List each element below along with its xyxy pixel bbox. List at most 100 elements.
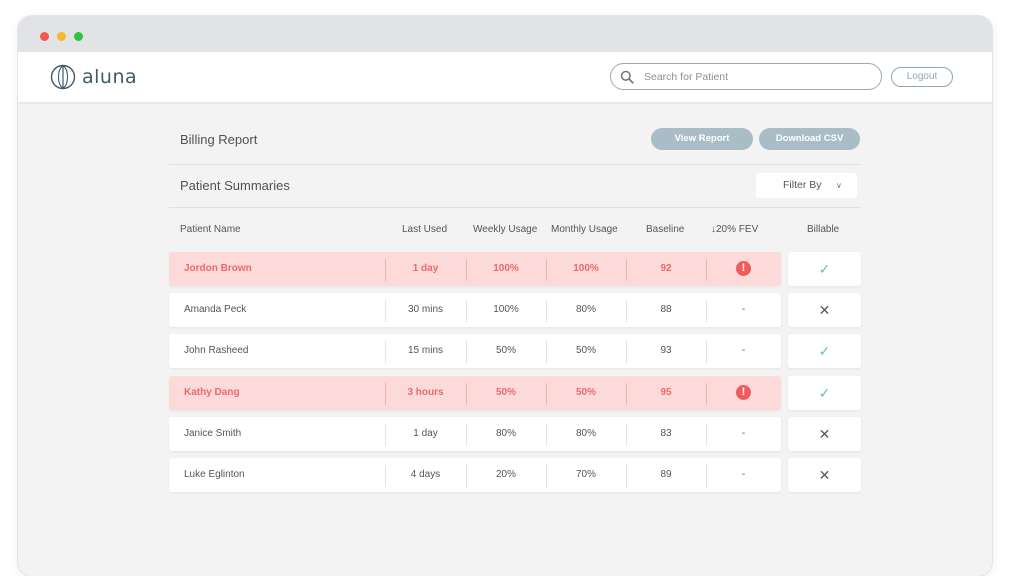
cell-divider bbox=[466, 383, 467, 405]
cell-divider bbox=[546, 424, 547, 446]
monthly-cell: 80% bbox=[575, 304, 596, 315]
logout-button[interactable]: Logout bbox=[891, 67, 953, 87]
cell-divider bbox=[466, 341, 467, 363]
billing-panel: Billing Report View Report Download CSV … bbox=[169, 122, 861, 502]
monthly-cell: 50% bbox=[575, 387, 596, 398]
column-header[interactable]: ↓20% FEV bbox=[711, 224, 759, 235]
cell-divider bbox=[385, 424, 386, 446]
patient-row-card[interactable]: Jordon Brown 1 day 100% 100% 92! bbox=[169, 252, 781, 286]
patient-name[interactable]: John Rasheed bbox=[184, 345, 249, 356]
search-input[interactable] bbox=[642, 69, 866, 84]
cell-divider bbox=[466, 424, 467, 446]
billing-report-title: Billing Report bbox=[180, 132, 258, 147]
patient-row-card[interactable]: Amanda Peck 30 mins 100% 80% 88 - bbox=[169, 293, 781, 327]
filter-dropdown[interactable]: Filter By ∨ bbox=[756, 173, 857, 198]
cell-divider bbox=[626, 259, 627, 281]
cell-divider bbox=[706, 259, 707, 281]
cell-divider bbox=[546, 341, 547, 363]
logo-text: aluna bbox=[82, 66, 138, 88]
fev-cell: - bbox=[741, 469, 746, 480]
cell-divider bbox=[626, 341, 627, 363]
last-used-cell: 30 mins bbox=[407, 304, 443, 315]
billable-check-icon[interactable]: ✓ bbox=[788, 376, 861, 410]
cell-divider bbox=[385, 341, 386, 363]
column-header[interactable]: Patient Name bbox=[180, 224, 241, 235]
cell-divider bbox=[385, 300, 386, 322]
download-csv-button[interactable]: Download CSV bbox=[759, 128, 860, 150]
column-header[interactable]: Baseline bbox=[646, 224, 685, 235]
last-used-cell: 15 mins bbox=[407, 345, 443, 356]
cell-divider bbox=[385, 383, 386, 405]
chevron-down-icon: ∨ bbox=[836, 181, 842, 190]
patient-row-card[interactable]: John Rasheed 15 mins 50% 50% 93 - bbox=[169, 334, 781, 368]
column-header[interactable]: Billable bbox=[807, 224, 840, 235]
cell-divider bbox=[706, 383, 707, 405]
column-header[interactable]: Monthly Usage bbox=[551, 224, 618, 235]
cell-divider bbox=[466, 465, 467, 487]
cell-divider bbox=[385, 259, 386, 281]
cell-divider bbox=[706, 424, 707, 446]
cell-divider bbox=[706, 341, 707, 363]
fev-alert-cell: ! bbox=[706, 252, 781, 286]
baseline-cell: 93 bbox=[660, 345, 672, 356]
billable-check-icon[interactable]: ✓ bbox=[788, 334, 861, 368]
patient-name[interactable]: Jordon Brown bbox=[184, 263, 252, 274]
patient-name[interactable]: Janice Smith bbox=[184, 428, 242, 439]
patient-row-card[interactable]: Luke Eglinton 4 days 20% 70% 89 - bbox=[169, 458, 781, 492]
column-header[interactable]: Weekly Usage bbox=[473, 224, 538, 235]
close-window-button[interactable] bbox=[40, 32, 49, 41]
not-billable-x-icon[interactable]: ✕ bbox=[788, 417, 861, 451]
aluna-logo[interactable]: aluna bbox=[50, 64, 137, 90]
patient-name[interactable]: Luke Eglinton bbox=[184, 469, 245, 480]
view-report-button[interactable]: View Report bbox=[651, 128, 753, 150]
last-used-cell: 1 day bbox=[413, 428, 438, 439]
last-used-cell: 4 days bbox=[410, 469, 441, 480]
weekly-cell: 100% bbox=[493, 263, 519, 274]
table-row[interactable]: Janice Smith 1 day 80% 80% 83 - ✕ bbox=[169, 417, 861, 451]
patient-name[interactable]: Kathy Dang bbox=[184, 387, 240, 398]
baseline-cell: 95 bbox=[660, 387, 672, 398]
cell-divider bbox=[626, 424, 627, 446]
window-titlebar bbox=[18, 16, 992, 52]
alert-icon: ! bbox=[736, 384, 751, 400]
weekly-cell: 50% bbox=[495, 345, 516, 356]
monthly-cell: 50% bbox=[575, 345, 596, 356]
baseline-cell: 92 bbox=[660, 263, 672, 274]
patient-row-card[interactable]: Kathy Dang 3 hours 50% 50% 95! bbox=[169, 376, 781, 410]
patient-summaries-title: Patient Summaries bbox=[180, 178, 290, 193]
monthly-cell: 100% bbox=[573, 263, 599, 274]
patient-search[interactable] bbox=[610, 63, 882, 90]
table-row[interactable]: Kathy Dang 3 hours 50% 50% 95! ✓ bbox=[169, 376, 861, 410]
monthly-cell: 70% bbox=[575, 469, 596, 480]
weekly-cell: 80% bbox=[495, 428, 516, 439]
cell-divider bbox=[466, 259, 467, 281]
maximize-window-button[interactable] bbox=[74, 32, 83, 41]
cell-divider bbox=[546, 465, 547, 487]
not-billable-x-icon[interactable]: ✕ bbox=[788, 458, 861, 492]
baseline-cell: 88 bbox=[660, 304, 672, 315]
billable-check-icon[interactable]: ✓ bbox=[788, 252, 861, 286]
table-row[interactable]: Luke Eglinton 4 days 20% 70% 89 - ✕ bbox=[169, 458, 861, 492]
weekly-cell: 100% bbox=[493, 304, 519, 315]
cell-divider bbox=[706, 465, 707, 487]
fev-cell: - bbox=[741, 304, 746, 315]
logo-icon bbox=[50, 64, 76, 90]
table-row[interactable]: Jordon Brown 1 day 100% 100% 92! ✓ bbox=[169, 252, 861, 286]
column-header[interactable]: Last Used bbox=[402, 224, 448, 235]
cell-divider bbox=[626, 383, 627, 405]
patient-row-card[interactable]: Janice Smith 1 day 80% 80% 83 - bbox=[169, 417, 781, 451]
app-header: aluna Logout bbox=[18, 52, 992, 104]
minimize-window-button[interactable] bbox=[57, 32, 66, 41]
table-row[interactable]: John Rasheed 15 mins 50% 50% 93 - ✓ bbox=[169, 334, 861, 368]
baseline-cell: 89 bbox=[660, 469, 672, 480]
cell-divider bbox=[546, 300, 547, 322]
fev-cell: - bbox=[741, 345, 746, 356]
patient-table-body: Jordon Brown 1 day 100% 100% 92! ✓ Amanda Peck… bbox=[169, 252, 861, 502]
cell-divider bbox=[466, 300, 467, 322]
weekly-cell: 20% bbox=[495, 469, 516, 480]
patient-name[interactable]: Amanda Peck bbox=[184, 304, 247, 315]
table-row[interactable]: Amanda Peck 30 mins 100% 80% 88 - ✕ bbox=[169, 293, 861, 327]
not-billable-x-icon[interactable]: ✕ bbox=[788, 293, 861, 327]
table-header: Patient Name Last Used Weekly Usage Mont… bbox=[169, 208, 861, 252]
cell-divider bbox=[546, 259, 547, 281]
